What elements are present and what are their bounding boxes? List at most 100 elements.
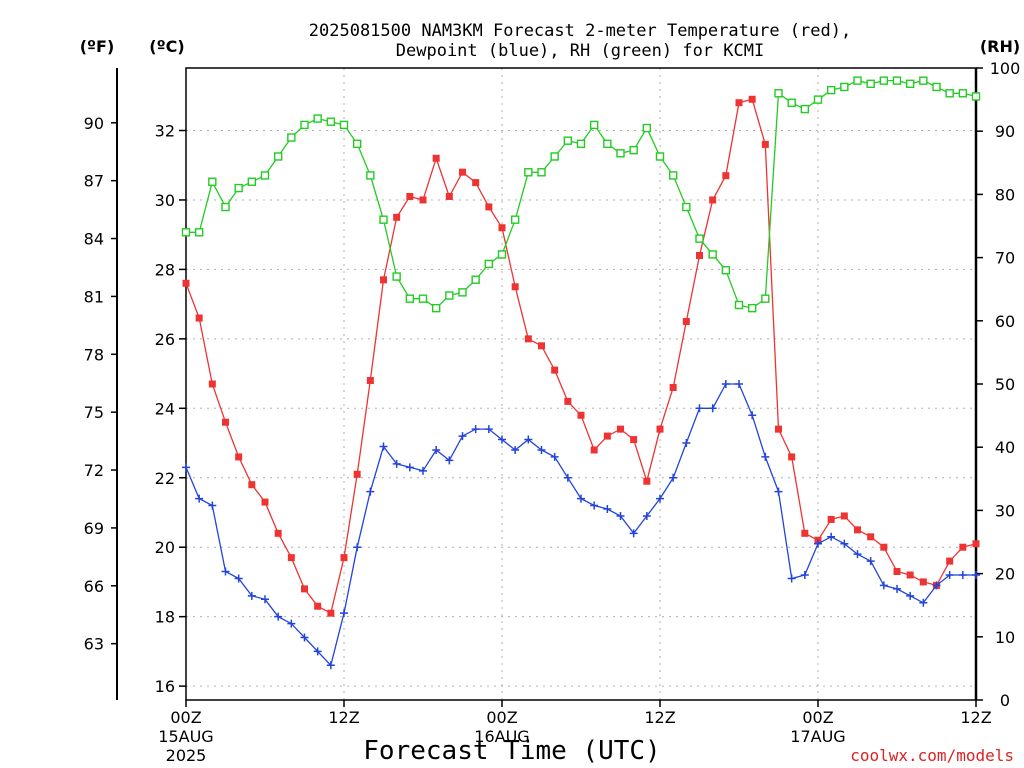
x-tick-label: 00Z (486, 708, 517, 727)
rh-point (840, 82, 849, 92)
dewpoint-point (814, 539, 822, 548)
temperature-point (761, 140, 769, 148)
rh-point (247, 177, 257, 186)
dewpoint-point (221, 567, 230, 576)
fahrenheit-tick-label: 84 (84, 230, 104, 249)
rh-point (392, 272, 401, 281)
rh-point (813, 95, 823, 104)
dewpoint-point (656, 494, 664, 503)
rh-point (761, 294, 770, 303)
temperature-point (459, 168, 466, 176)
rh-point (221, 202, 230, 212)
rh-series (181, 76, 981, 313)
rh-tick-label: 70 (995, 249, 1015, 268)
fahrenheit-tick-label: 69 (84, 519, 104, 538)
temperature-line (185, 98, 977, 615)
chart-title-line-2: Dewpoint (blue), RH (green) for KCMI (396, 41, 764, 61)
dewpoint-point (247, 591, 256, 600)
rh-point (563, 136, 573, 145)
rh-point (629, 145, 638, 155)
rh-tick-label: 90 (995, 122, 1015, 141)
temperature-point (380, 276, 387, 284)
rh-point (484, 259, 494, 269)
temperature-point (222, 418, 229, 426)
dewpoint-point (419, 466, 427, 475)
temperature-point (248, 481, 256, 489)
plot-frame (185, 67, 977, 701)
dewpoint-point (642, 511, 651, 520)
rh-point (418, 294, 428, 303)
rh-axis-unit: (RH) (980, 37, 1020, 56)
fahrenheit-tick-label: 66 (84, 577, 104, 596)
dewpoint-point (853, 550, 862, 559)
temperature-point (840, 512, 848, 520)
rh-point (313, 114, 322, 123)
rh-point (300, 120, 309, 130)
temperature-point (472, 179, 480, 187)
temperature-point (524, 335, 532, 343)
temperature-point (643, 477, 651, 485)
temperature-point (327, 609, 335, 617)
temperature-point (577, 411, 585, 419)
rh-tick-label: 100 (990, 59, 1021, 78)
x-tick-label: 12Z (644, 708, 675, 727)
rh-point (471, 275, 480, 284)
rh-tick-label: 50 (995, 375, 1015, 394)
temperature-point (366, 377, 374, 385)
rh-point (194, 228, 204, 237)
rh-tick-label: 30 (995, 501, 1015, 520)
rh-point (721, 266, 731, 275)
temperature-point (353, 470, 361, 478)
fahrenheit-axis-unit: (ºF) (80, 37, 115, 56)
dewpoint-point (682, 439, 691, 448)
rh-tick-label: 10 (995, 628, 1015, 647)
rh-point (603, 139, 612, 149)
temperature-point (314, 602, 322, 610)
dewpoint-point (366, 487, 375, 496)
dewpoint-point (919, 598, 928, 607)
rh-point (326, 117, 336, 126)
rh-point (734, 300, 744, 310)
rh-tick-label: 20 (995, 565, 1015, 584)
temperature-point (301, 585, 308, 593)
dewpoint-point (340, 609, 348, 618)
dewpoint-point (603, 505, 612, 514)
rh-point (379, 215, 388, 224)
celsius-tick-label: 26 (155, 330, 175, 349)
dewpoint-point (353, 543, 362, 552)
temperature-point (208, 380, 216, 388)
dewpoint-point (458, 432, 467, 441)
temperature-point (775, 425, 782, 433)
fahrenheit-tick-label: 75 (84, 403, 104, 422)
dewpoint-point (787, 574, 796, 583)
rh-point (655, 152, 665, 161)
dewpoint-point (195, 494, 204, 503)
rh-point (945, 89, 954, 98)
temperature-point (564, 397, 572, 405)
x-tick-label: 00Z (802, 708, 833, 727)
temperature-point (946, 557, 954, 565)
rh-point (497, 250, 507, 259)
dewpoint-point (208, 501, 217, 510)
dewpoint-point (577, 494, 585, 503)
dewpoint-point (708, 404, 717, 413)
temperature-point (696, 252, 703, 260)
dewpoint-point (748, 411, 757, 420)
rh-tick-label: 60 (995, 312, 1015, 331)
dewpoint-series (182, 380, 980, 670)
dewpoint-point (326, 661, 335, 670)
temperature-point (419, 196, 427, 204)
celsius-tick-label: 28 (155, 260, 175, 279)
rh-point (181, 228, 191, 237)
fahrenheit-tick-label: 90 (84, 114, 104, 133)
dewpoint-point (524, 435, 533, 444)
celsius-tick-label: 16 (155, 677, 175, 696)
fahrenheit-tick-label: 72 (84, 461, 104, 480)
celsius-tick-label: 18 (155, 608, 175, 627)
celsius-tick-label: 30 (155, 191, 175, 210)
rh-point (853, 76, 862, 85)
dewpoint-point (379, 442, 388, 451)
dewpoint-point (840, 539, 849, 548)
rh-point (458, 288, 467, 297)
